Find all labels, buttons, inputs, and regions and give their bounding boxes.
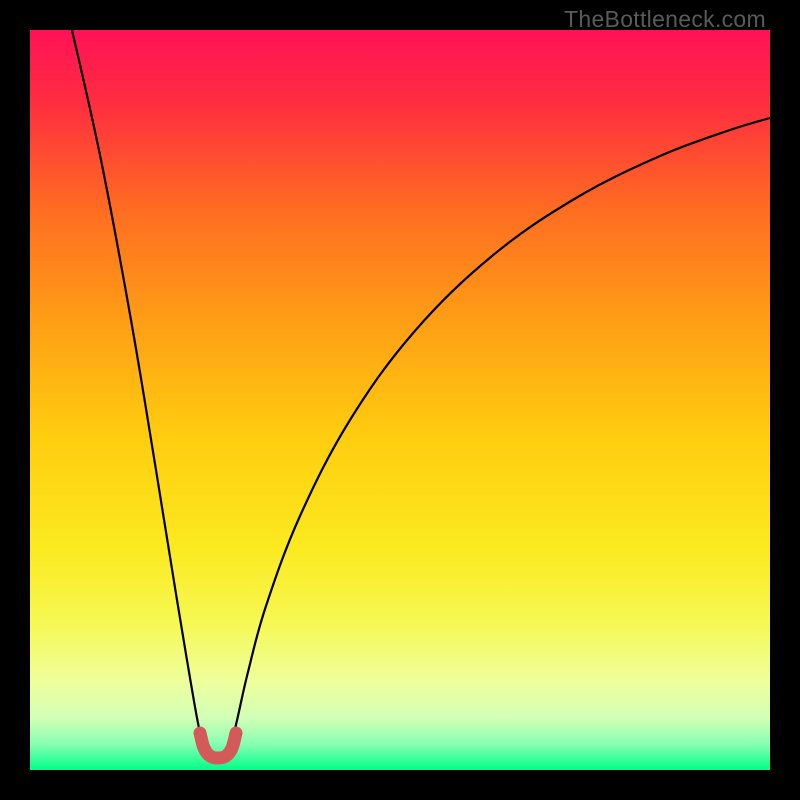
curve-right-branch bbox=[232, 118, 770, 742]
watermark-text: TheBottleneck.com bbox=[564, 6, 766, 33]
curve-left-branch bbox=[72, 30, 202, 742]
chart-container: TheBottleneck.com bbox=[0, 0, 800, 800]
bottleneck-curve bbox=[0, 0, 800, 800]
curve-valley-marker bbox=[200, 733, 236, 758]
